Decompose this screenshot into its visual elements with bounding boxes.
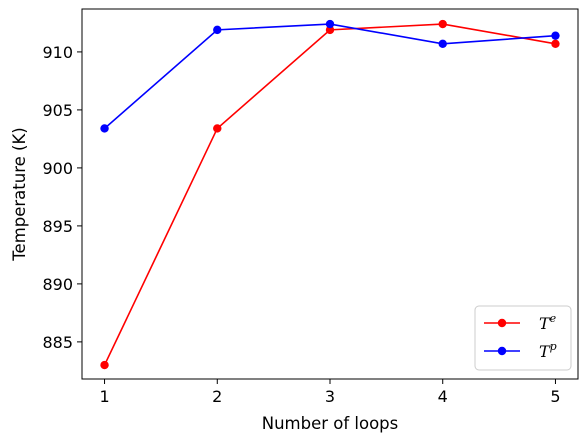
y-tick-label: 895 xyxy=(42,217,73,236)
data-point xyxy=(325,19,335,29)
legend-entry-label: Tp xyxy=(539,340,557,361)
legend-marker xyxy=(497,346,507,356)
x-tick-label: 1 xyxy=(99,387,109,406)
x-tick-label: 3 xyxy=(325,387,335,406)
y-tick-label: 905 xyxy=(42,101,73,120)
series-p xyxy=(100,19,560,133)
x-axis: 1 2 3 4 5 xyxy=(99,379,561,406)
legend-box xyxy=(474,305,572,371)
data-point xyxy=(551,31,560,40)
data-point xyxy=(100,124,109,133)
y-axis-label: Temperature (K) xyxy=(10,127,29,261)
data-point xyxy=(325,25,335,35)
x-tick-label: 5 xyxy=(550,387,560,406)
series-e xyxy=(100,19,560,370)
y-tick-label: 885 xyxy=(42,333,73,352)
data-point xyxy=(438,39,447,48)
legend: Te Tp xyxy=(474,305,572,371)
series-line xyxy=(104,23,556,130)
x-axis-label: Number of loops xyxy=(262,414,399,433)
legend-entry-label: Te xyxy=(539,312,557,333)
x-tick-label: 2 xyxy=(212,387,222,406)
data-point xyxy=(438,19,447,29)
data-point xyxy=(100,360,109,370)
legend-marker xyxy=(497,318,507,328)
x-tick-label: 4 xyxy=(438,387,448,406)
y-tick-label: 910 xyxy=(42,43,73,62)
data-point xyxy=(551,39,560,48)
plot-area xyxy=(100,19,560,370)
data-point xyxy=(213,124,222,133)
y-tick-label: 900 xyxy=(42,159,73,178)
y-tick-label: 890 xyxy=(42,275,73,294)
y-axis: 885 890 895 900 905 910 xyxy=(42,43,82,352)
data-point xyxy=(213,25,222,35)
